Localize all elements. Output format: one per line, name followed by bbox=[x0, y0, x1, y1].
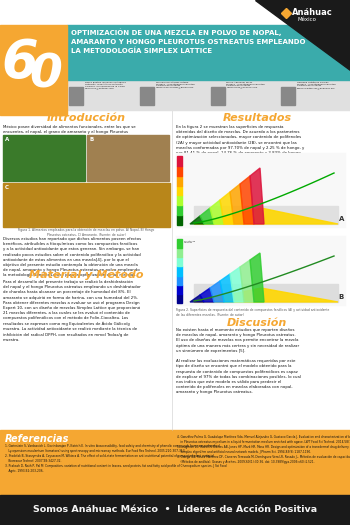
Text: Material y Método: Material y Método bbox=[29, 270, 143, 280]
Polygon shape bbox=[190, 295, 204, 302]
Bar bbox=[87, 135, 169, 181]
Polygon shape bbox=[220, 274, 234, 302]
Text: 6: 6 bbox=[2, 37, 38, 89]
Bar bbox=[177, 239, 182, 248]
Polygon shape bbox=[210, 200, 224, 224]
Bar bbox=[281, 87, 295, 105]
Bar bbox=[176, 236, 346, 306]
Polygon shape bbox=[250, 253, 264, 302]
Text: Anáhuac: Anáhuac bbox=[292, 8, 333, 17]
Bar bbox=[0, 25, 67, 115]
Bar bbox=[177, 156, 182, 166]
Bar bbox=[140, 87, 154, 105]
Polygon shape bbox=[230, 267, 244, 302]
Polygon shape bbox=[220, 192, 234, 224]
Bar bbox=[177, 185, 182, 195]
Text: B: B bbox=[339, 294, 344, 300]
Polygon shape bbox=[190, 216, 204, 224]
Bar bbox=[177, 166, 182, 176]
Bar bbox=[177, 285, 182, 294]
Bar bbox=[0, 495, 350, 525]
Bar bbox=[177, 248, 182, 257]
Text: 1. Gorinstein S, Vardasvich L, Govindarajan P, Katrich E. In vitro bioaccessibil: 1. Gorinstein S, Vardasvich L, Govindara… bbox=[5, 444, 226, 473]
Text: OPTIMIZACIÓN DE UNA MEZCLA EN POLVO DE NOPAL,
AMARANTO Y HONGO PLEUROTUS OSTREAT: OPTIMIZACIÓN DE UNA MEZCLA EN POLVO DE N… bbox=[71, 29, 306, 54]
Polygon shape bbox=[194, 284, 338, 302]
Text: Diversos estudios han reportado que dichos alimentos poseen efectos
benéficos, a: Diversos estudios han reportado que dich… bbox=[3, 237, 141, 277]
Bar bbox=[69, 87, 83, 105]
Text: C: C bbox=[5, 185, 9, 190]
Text: Figura 2. Superficies de respuesta del contenido de compuestos fenólicos (A) y a: Figura 2. Superficies de respuesta del c… bbox=[176, 308, 329, 317]
Text: Gabriela Gutiérrez Salinas
Profesa - Investigadora Facultad
Ciencias de la Salud: Gabriela Gutiérrez Salinas Profesa - Inv… bbox=[297, 82, 336, 89]
Bar bbox=[176, 153, 346, 228]
Text: Diseño de
mezclas: Diseño de mezclas bbox=[184, 240, 195, 243]
Bar bbox=[177, 294, 182, 303]
Bar bbox=[177, 215, 182, 225]
Text: Discusión: Discusión bbox=[227, 318, 287, 328]
Text: 0: 0 bbox=[29, 53, 62, 98]
Text: A: A bbox=[339, 216, 344, 222]
Text: Somos Anáhuac México  •  Líderes de Acción Positiva: Somos Anáhuac México • Líderes de Acción… bbox=[33, 506, 317, 514]
Bar bbox=[0, 430, 350, 495]
Text: A: A bbox=[5, 137, 9, 142]
Bar bbox=[177, 176, 182, 185]
Bar bbox=[67, 25, 350, 80]
Text: Marco Abraham Rivas
Profesa - Investigadora Facultad
Ciencias de la Salud
marco.: Marco Abraham Rivas Profesa - Investigad… bbox=[226, 82, 265, 88]
Bar bbox=[0, 110, 350, 430]
Text: México: México bbox=[298, 17, 317, 22]
Bar bbox=[177, 195, 182, 205]
Text: Figura 1. Alimentos empleados para la obtención de mezclas en polvo. A) Nopal, B: Figura 1. Alimentos empleados para la ob… bbox=[18, 228, 154, 237]
Text: B: B bbox=[89, 137, 93, 142]
Bar bbox=[3, 135, 85, 181]
Polygon shape bbox=[240, 176, 254, 224]
Text: Referencias: Referencias bbox=[5, 434, 69, 444]
Bar bbox=[3, 183, 170, 227]
Text: Introducción: Introducción bbox=[47, 113, 126, 123]
Polygon shape bbox=[255, 0, 350, 70]
Bar bbox=[177, 266, 182, 276]
Polygon shape bbox=[210, 281, 224, 302]
Bar bbox=[177, 205, 182, 215]
Polygon shape bbox=[194, 206, 338, 224]
Bar bbox=[177, 257, 182, 266]
Bar bbox=[67, 80, 350, 110]
Text: Marcela Hernández Ortega
Profesa - Investigadora Facultad
Ciencias de la Salud
m: Marcela Hernández Ortega Profesa - Inves… bbox=[156, 82, 194, 88]
Bar bbox=[177, 276, 182, 285]
Text: 4. González Palma G, Guadalupe Martínez Vda. Manuel Alejandro G, Gustavo García : 4. González Palma G, Guadalupe Martínez … bbox=[177, 435, 350, 464]
Polygon shape bbox=[200, 288, 214, 302]
Polygon shape bbox=[194, 208, 338, 224]
Polygon shape bbox=[250, 168, 264, 224]
Text: Resultados: Resultados bbox=[223, 113, 292, 123]
Bar bbox=[210, 87, 224, 105]
Text: Diana Beatriz Jacobsen Cartagena
Nutrición. Maestría en Nutrición
Ciencias. Univ: Diana Beatriz Jacobsen Cartagena Nutrici… bbox=[85, 82, 126, 89]
Polygon shape bbox=[200, 208, 214, 224]
Text: México posee diversidad de alimentos funcionales, entre los que se
encuentra, el: México posee diversidad de alimentos fun… bbox=[3, 125, 136, 140]
Polygon shape bbox=[240, 260, 254, 302]
Polygon shape bbox=[230, 184, 244, 224]
Text: No existen hasta el momento estudios que reporten diseños
de mezclas de nopal, a: No existen hasta el momento estudios que… bbox=[176, 328, 301, 394]
Text: Para el desarrollo del presente trabajo se realizó la deshidratación
del nopal y: Para el desarrollo del presente trabajo … bbox=[3, 280, 141, 342]
Text: En la figura 2 se muestran las superficies de respuesta
obtenidas del diseño de : En la figura 2 se muestran las superfici… bbox=[176, 125, 304, 160]
Polygon shape bbox=[194, 288, 338, 302]
